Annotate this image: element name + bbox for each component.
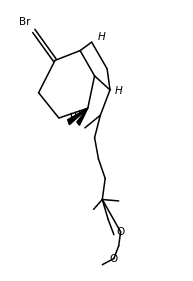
Text: O: O	[117, 227, 125, 237]
Polygon shape	[68, 108, 88, 125]
Text: H: H	[115, 86, 123, 96]
Text: Br: Br	[19, 17, 31, 28]
Text: H: H	[98, 32, 106, 42]
Text: O: O	[110, 253, 118, 264]
Polygon shape	[77, 108, 88, 125]
